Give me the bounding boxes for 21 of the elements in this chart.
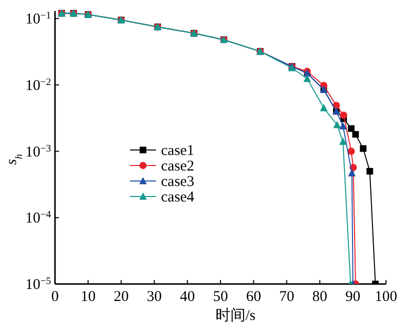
- x-tick-label: 100: [374, 289, 398, 305]
- y-tick-label: 10$^{−1}$: [25, 10, 51, 28]
- x-tick-label: 20: [114, 289, 129, 305]
- x-tick-label: 40: [180, 289, 195, 305]
- x-tick-label: 70: [279, 289, 294, 305]
- y-tick-label: 10$^{−5}$: [25, 276, 51, 293]
- x-tick-label: 10: [80, 289, 96, 305]
- x-tick-label: 0: [51, 289, 59, 305]
- x-tick-label: 80: [312, 289, 328, 305]
- x-tick-label: 90: [345, 289, 360, 305]
- legend-label: case2: [161, 158, 194, 174]
- legend-label: case3: [161, 174, 194, 190]
- x-tick-label: 60: [246, 289, 262, 305]
- x-tick-label: 50: [213, 289, 228, 305]
- y-tick-label: 10$^{−2}$: [25, 76, 51, 94]
- x-axis-title: 时间/s: [215, 307, 256, 324]
- y-tick-label: 10$^{−4}$: [25, 209, 51, 227]
- x-tick-label: 30: [146, 289, 162, 305]
- legend-label: case4: [161, 190, 195, 206]
- legend-label: case1: [161, 143, 194, 159]
- y-tick-label: 10$^{−3}$: [25, 142, 51, 160]
